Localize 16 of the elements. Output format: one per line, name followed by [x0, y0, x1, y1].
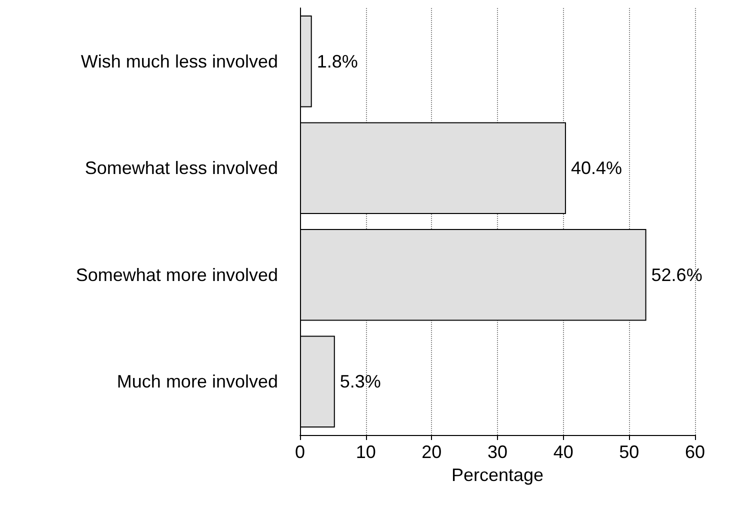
data-label: 40.4%	[570, 158, 622, 178]
x-tick-label: 40	[553, 442, 574, 462]
y-tick-label: Somewhat more involved	[76, 264, 278, 285]
y-tick-label: Much more involved	[116, 372, 278, 392]
data-label: 5.3%	[340, 372, 381, 392]
x-tick-label: 10	[356, 442, 376, 462]
y-tick-label: Wish much less involved	[80, 51, 278, 72]
x-tick-label: 0	[294, 442, 306, 462]
data-label: 1.8%	[316, 51, 358, 72]
x-tick-label: 30	[487, 442, 508, 462]
x-tick-label: 60	[684, 442, 706, 462]
x-tick-label: 20	[422, 442, 442, 462]
x-tick-label: 50	[619, 442, 640, 462]
x-axis-title: Percentage	[451, 464, 544, 485]
data-label: 52.6%	[651, 264, 702, 285]
y-tick-label: Somewhat less involved	[84, 158, 278, 178]
